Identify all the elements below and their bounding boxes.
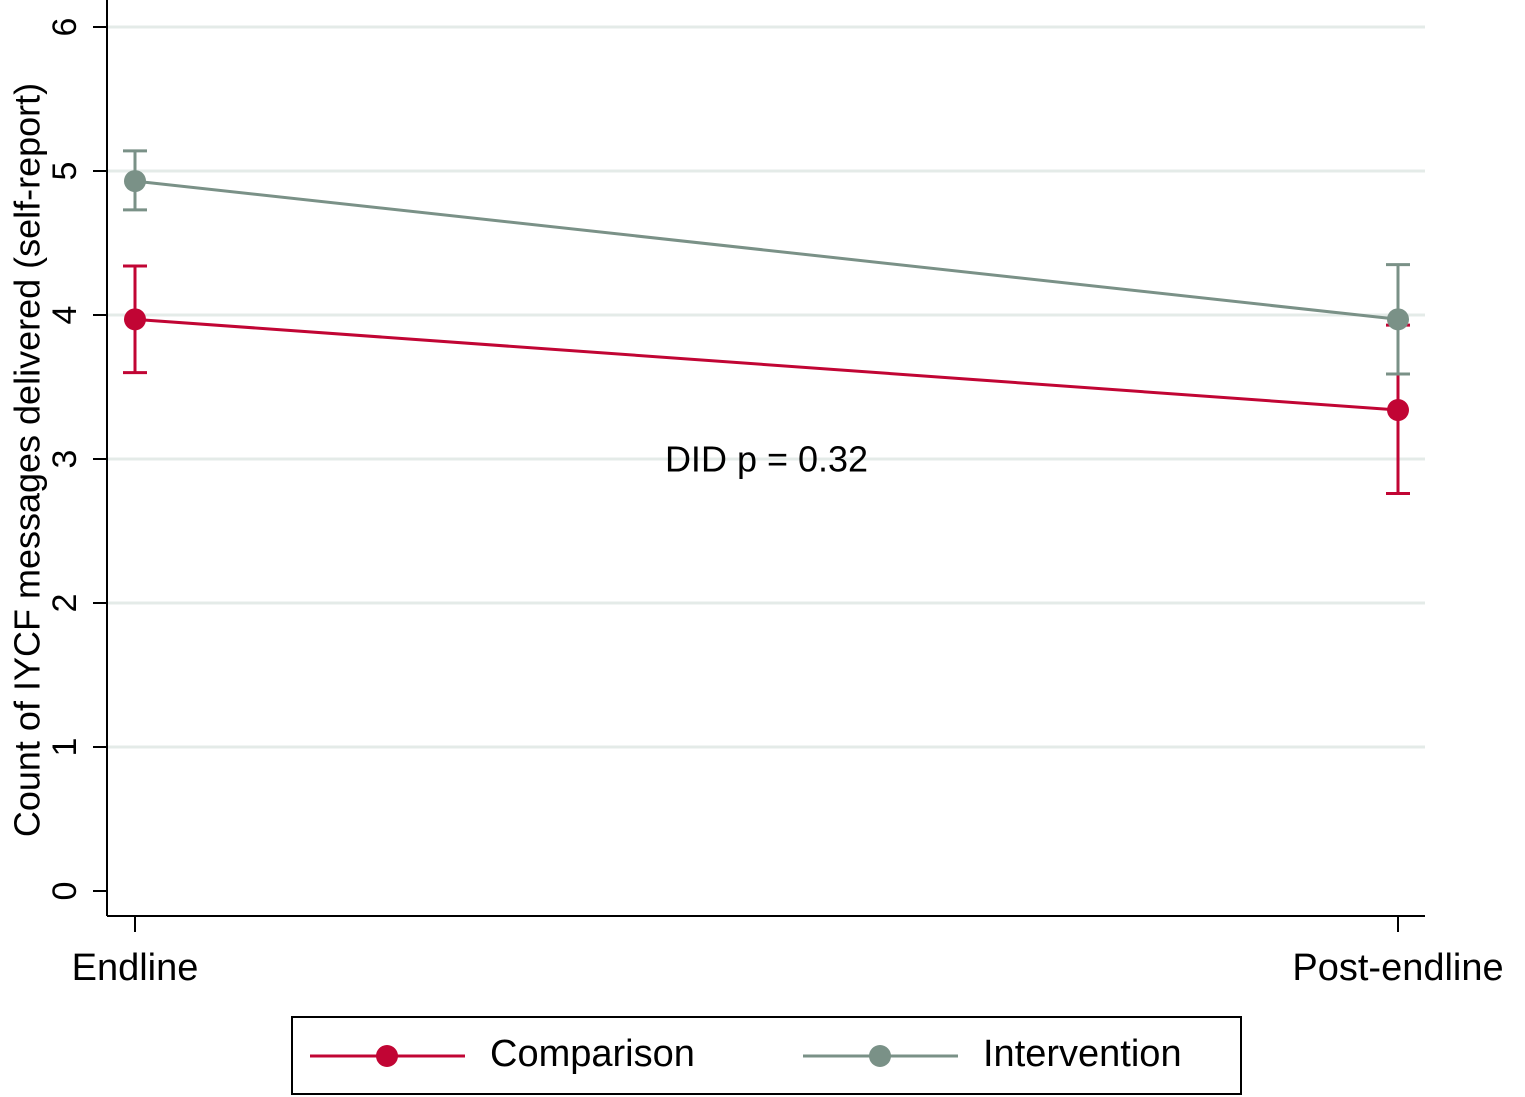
series-line <box>134 179 1399 321</box>
annotation: DID p = 0.32 <box>665 439 868 480</box>
legend-label: Comparison <box>490 1033 695 1075</box>
series-line <box>134 317 1399 412</box>
point <box>1387 308 1409 331</box>
y-tick-label: 3 <box>46 450 84 469</box>
point <box>124 170 146 193</box>
point <box>124 308 146 331</box>
legend-label: Intervention <box>983 1033 1182 1075</box>
y-tick-label: 1 <box>46 738 84 757</box>
y-tick-label: 6 <box>46 18 84 37</box>
legend-marker <box>376 1045 398 1067</box>
y-tick-label: 0 <box>46 882 84 901</box>
x-tick-label: Post-endline <box>1292 947 1503 989</box>
legend-marker <box>869 1045 891 1067</box>
y-tick-label: 4 <box>46 306 84 325</box>
y-tick-label: 5 <box>46 162 84 181</box>
x-tick-label: Endline <box>72 947 199 989</box>
y-tick-label: 2 <box>46 594 84 613</box>
legend-box <box>291 1016 1242 1095</box>
point <box>1387 399 1409 422</box>
y-axis-label: Count of IYCF messages delivered (self-r… <box>7 83 48 837</box>
